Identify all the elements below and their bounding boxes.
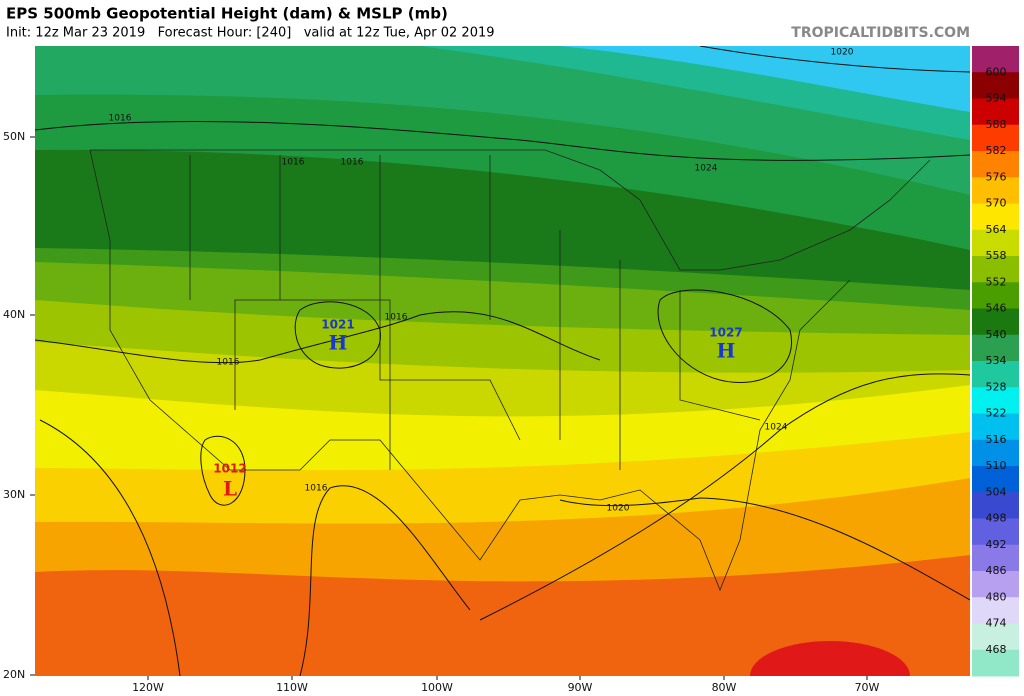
colorbar-label: 516 — [986, 433, 1007, 446]
colorbar-label: 570 — [986, 197, 1007, 210]
title: EPS 500mb Geopotential Height (dam) & MS… — [6, 5, 448, 23]
isobar-label: 1016 — [385, 313, 408, 323]
colorbar-swatch — [972, 46, 1019, 73]
high-value: 1021 — [321, 318, 354, 332]
isobar-label: 1016 — [305, 484, 328, 494]
high-value: 1027 — [709, 326, 742, 340]
colorbar: 600 594 588 582 576 570 564 558 552 546 540 534 528 5… — [972, 46, 1019, 677]
colorbar-label: 576 — [986, 170, 1007, 183]
isobar-label: 1020 — [831, 48, 854, 58]
colorbar-label: 582 — [986, 144, 1007, 157]
lat-label: 20N — [3, 668, 25, 681]
isobar-label: 1024 — [695, 164, 718, 174]
colorbar-label: 474 — [986, 617, 1007, 630]
isobar-label: 1016 — [109, 114, 132, 124]
colorbar-label: 594 — [986, 92, 1007, 105]
lon-label: 90W — [568, 681, 593, 694]
axes: 50N 40N 30N 20N 120W 110W 100W 90W 80W 70W — [3, 130, 880, 694]
colorbar-swatch — [972, 229, 1019, 257]
lon-label: 120W — [132, 681, 164, 694]
colorbar-label: 522 — [986, 407, 1007, 420]
lon-label: 80W — [712, 681, 737, 694]
isobar-label: 1016 — [217, 358, 240, 368]
low-value: 1012 — [213, 462, 246, 476]
isobar-label: 1016 — [282, 158, 305, 168]
lon-label: 110W — [276, 681, 308, 694]
isobar-label: 1020 — [607, 504, 630, 514]
isobar-labels: 1016 1016 1016 1024 1020 1016 1016 1016 … — [109, 48, 854, 514]
colorbar-swatch — [972, 518, 1019, 546]
colorbar-swatch — [972, 597, 1019, 624]
colorbar-label: 480 — [986, 590, 1007, 603]
lon-label: 70W — [855, 681, 880, 694]
lon-label: 100W — [421, 681, 453, 694]
colorbar-swatch — [972, 334, 1019, 362]
colorbar-swatch — [972, 308, 1019, 336]
isobar-label: 1016 — [341, 158, 364, 168]
colorbar-swatch — [972, 544, 1019, 572]
colorbar-swatch — [972, 649, 1019, 677]
colorbar-label: 546 — [986, 302, 1007, 315]
colorbar-swatch — [972, 177, 1019, 204]
colorbar-swatch — [972, 361, 1019, 388]
colorbar-label: 492 — [986, 538, 1007, 551]
site-name: TROPICALTIDBITS.COM — [791, 25, 970, 41]
colorbar-swatch — [972, 98, 1019, 126]
colorbar-label: 564 — [986, 223, 1007, 236]
colorbar-label: 534 — [986, 354, 1007, 367]
high-symbol: H — [717, 339, 736, 363]
colorbar-label: 510 — [986, 459, 1007, 472]
colorbar-swatch — [972, 466, 1019, 493]
colorbar-label: 558 — [986, 249, 1007, 262]
colorbar-label: 588 — [986, 118, 1007, 131]
lat-label: 40N — [3, 308, 25, 321]
colorbar-swatch — [972, 387, 1019, 414]
subtitle: Init: 12z Mar 23 2019 Forecast Hour: [24… — [6, 26, 495, 41]
colorbar-swatch — [972, 623, 1019, 651]
low-symbol: L — [223, 477, 237, 501]
colorbar-swatch — [972, 72, 1019, 99]
high-symbol: H — [329, 331, 348, 355]
colorbar-label: 498 — [986, 512, 1007, 525]
colorbar-label: 486 — [986, 564, 1007, 577]
pressure-centers: 1021 H 1027 H 1012 L — [213, 318, 742, 501]
colorbar-label: 468 — [986, 643, 1007, 656]
colorbar-label: 552 — [986, 275, 1007, 288]
isobar-label: 1024 — [765, 423, 788, 433]
lat-label: 30N — [3, 488, 25, 501]
lat-label: 50N — [3, 130, 25, 143]
colorbar-swatch — [972, 282, 1019, 309]
colorbar-swatch — [972, 413, 1019, 441]
colorbar-label: 600 — [986, 65, 1007, 78]
colorbar-swatch — [972, 571, 1019, 598]
colorbar-swatch — [972, 203, 1019, 231]
map — [35, 46, 970, 676]
colorbar-label: 528 — [986, 380, 1007, 393]
colorbar-swatch — [972, 492, 1019, 519]
colorbar-swatch — [972, 124, 1019, 152]
colorbar-swatch — [972, 151, 1019, 178]
colorbar-swatch — [972, 439, 1019, 467]
colorbar-label: 540 — [986, 328, 1007, 341]
colorbar-label: 504 — [986, 485, 1007, 498]
colorbar-swatch — [972, 256, 1019, 283]
